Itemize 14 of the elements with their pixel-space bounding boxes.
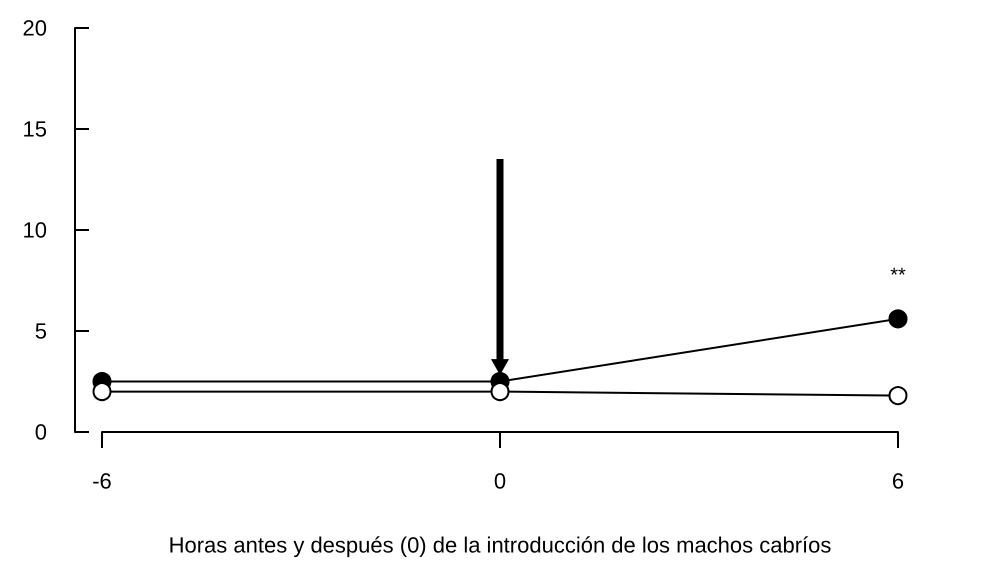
point — [490, 382, 510, 402]
x-tick-label: 0 — [494, 468, 506, 494]
x-tick-label: 6 — [892, 468, 904, 494]
point — [888, 386, 908, 406]
y-tick-label: 10 — [22, 218, 47, 242]
y-tick-label: 5 — [34, 318, 47, 344]
y-tick-label: 0 — [34, 420, 47, 444]
point — [92, 382, 112, 402]
annotation: ** — [890, 264, 906, 286]
x-axis-title: Horas antes y después (0) de la introducción de los machos cabríos — [168, 532, 832, 558]
point — [888, 309, 908, 328]
x-tick-label: -6 — [92, 468, 112, 494]
y-tick-label: 20 — [22, 16, 47, 40]
y-tick-label: 15 — [22, 116, 47, 142]
